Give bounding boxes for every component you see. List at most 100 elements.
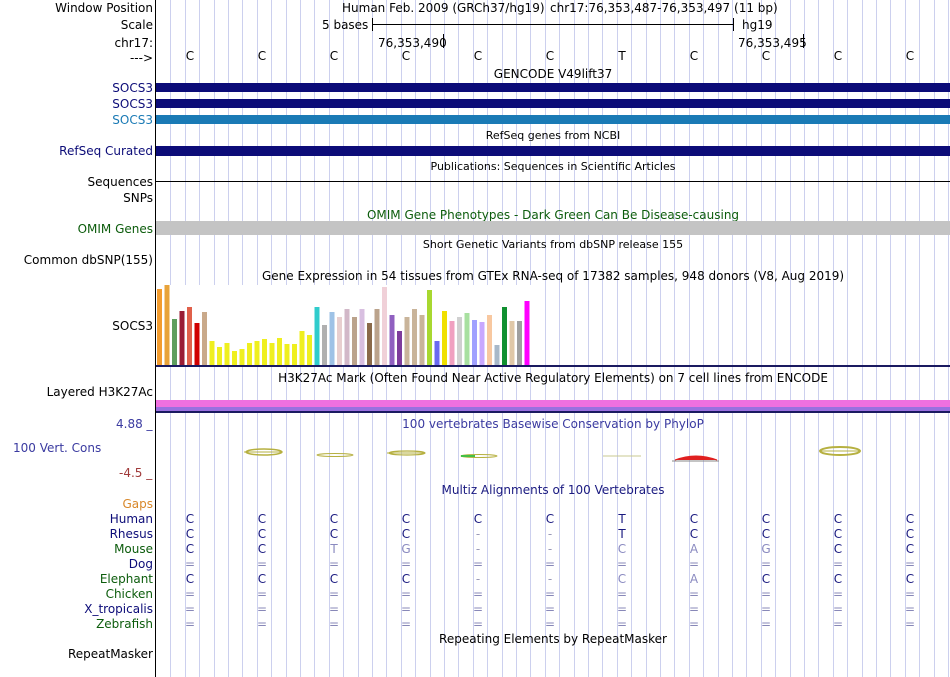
species-label[interactable]: Zebrafish	[96, 617, 153, 631]
gtex-tissue-bar[interactable]	[269, 343, 275, 365]
gtex-tissue-bar[interactable]	[232, 351, 237, 365]
gtex-tissue-bar[interactable]	[329, 312, 335, 365]
phylop-title[interactable]: 100 vertebrates Basewise Conservation by…	[402, 417, 704, 431]
species-label[interactable]: Mouse	[114, 542, 153, 556]
gtex-tissue-bar[interactable]	[389, 315, 395, 365]
alignment-base: C	[185, 542, 195, 556]
omim-title[interactable]: OMIM Gene Phenotypes - Dark Green Can Be…	[366, 208, 740, 222]
alignment-base: C	[185, 512, 195, 526]
gencode-label[interactable]: SOCS3	[112, 97, 153, 111]
gtex-tissue-bar[interactable]	[164, 285, 170, 365]
gtex-tissue-bar[interactable]	[187, 307, 192, 365]
species-label[interactable]: Rhesus	[109, 527, 153, 541]
omim-gene-bar[interactable]	[156, 221, 950, 235]
gtex-tissue-bar[interactable]	[277, 338, 282, 365]
dbsnp-label[interactable]: Common dbSNP(155)	[23, 253, 153, 267]
gtex-tissue-bar[interactable]	[464, 313, 470, 365]
gtex-tissue-bar[interactable]	[262, 339, 267, 365]
repeatmasker-title[interactable]: Repeating Elements by RepeatMasker	[439, 632, 667, 646]
gtex-tissue-bar[interactable]	[517, 321, 522, 365]
grid-line	[948, 0, 949, 677]
gtex-tissue-bar[interactable]	[367, 323, 372, 365]
gtex-tissue-bar[interactable]	[202, 312, 207, 365]
gtex-tissue-bar[interactable]	[427, 290, 432, 365]
species-label[interactable]: X_tropicalis	[84, 602, 153, 616]
gtex-tissue-bar[interactable]	[494, 345, 500, 365]
gtex-tissue-bar[interactable]	[209, 341, 215, 365]
gencode-gene-bar[interactable]	[156, 115, 950, 124]
gtex-tissue-bar[interactable]	[299, 331, 305, 365]
gtex-tissue-bar[interactable]	[524, 301, 530, 365]
refseq-label[interactable]: RefSeq Curated	[59, 144, 153, 158]
refseq-gene-bar[interactable]	[156, 146, 950, 156]
gtex-tissue-bar[interactable]	[352, 317, 357, 365]
gencode-label[interactable]: SOCS3	[112, 113, 153, 127]
species-label[interactable]: Dog	[128, 557, 153, 571]
h3k27ac-label[interactable]: Layered H3K27Ac	[46, 385, 153, 399]
gtex-tissue-bar[interactable]	[157, 289, 162, 365]
strand-arrow-label[interactable]: --->	[129, 51, 153, 65]
gtex-tissue-bar[interactable]	[194, 323, 200, 365]
species-label[interactable]: Elephant	[99, 572, 153, 586]
phylop-wiggle[interactable]	[156, 440, 950, 466]
gtex-tissue-bar[interactable]	[382, 287, 387, 365]
gtex-tissue-bar[interactable]	[449, 321, 455, 365]
gtex-label[interactable]: SOCS3	[112, 319, 153, 333]
gtex-tissue-bar[interactable]	[172, 319, 177, 365]
gtex-tissue-bar[interactable]	[239, 349, 245, 365]
gtex-tissue-bar[interactable]	[442, 311, 447, 365]
gencode-title[interactable]: GENCODE V49lift37	[493, 67, 613, 81]
gtex-tissue-bar[interactable]	[344, 309, 350, 365]
gtex-tissue-bar[interactable]	[404, 317, 410, 365]
chrom-label[interactable]: chr17:	[114, 36, 153, 50]
gtex-tissue-bar[interactable]	[397, 331, 402, 365]
gtex-tissue-bar[interactable]	[337, 317, 342, 365]
gtex-tissue-bar[interactable]	[419, 315, 425, 365]
gtex-tissue-bar[interactable]	[179, 311, 185, 365]
alignment-base: C	[761, 572, 771, 586]
scale-label[interactable]: Scale	[120, 18, 153, 32]
gencode-label[interactable]: SOCS3	[112, 81, 153, 95]
gtex-tissue-bar[interactable]	[254, 341, 260, 365]
gtex-tissue-bar[interactable]	[359, 309, 365, 365]
gtex-tissue-bar[interactable]	[284, 344, 290, 365]
publications-label[interactable]: Sequences	[87, 175, 153, 189]
omim-label[interactable]: OMIM Genes	[77, 222, 153, 236]
gtex-chart[interactable]	[156, 283, 536, 367]
gtex-tissue-bar[interactable]	[374, 309, 380, 365]
gtex-tissue-bar[interactable]	[322, 325, 327, 365]
window-position-label[interactable]: Window Position	[55, 1, 153, 15]
gtex-tissue-bar[interactable]	[224, 343, 230, 365]
gencode-gene-bar[interactable]	[156, 99, 950, 108]
gtex-tissue-bar[interactable]	[217, 347, 222, 365]
gtex-tissue-bar[interactable]	[307, 335, 312, 365]
species-label[interactable]: Human	[109, 512, 153, 526]
dbsnp-title[interactable]: Short Genetic Variants from dbSNP releas…	[422, 238, 684, 251]
h3k27ac-signal-pink[interactable]	[156, 400, 950, 407]
publications-title[interactable]: Publications: Sequences in Scientific Ar…	[430, 160, 676, 173]
gencode-gene-bar[interactable]	[156, 83, 950, 92]
refseq-title[interactable]: RefSeq genes from NCBI	[485, 129, 621, 142]
gtex-tissue-bar[interactable]	[292, 344, 297, 365]
phylop-label[interactable]: 100 Vert. Cons	[13, 441, 102, 455]
gtex-tissue-bar[interactable]	[412, 309, 417, 365]
gtex-tissue-bar[interactable]	[457, 317, 462, 365]
gtex-tissue-bar[interactable]	[502, 307, 507, 365]
alignment-base: C	[329, 512, 339, 526]
h3k27ac-signal-purple[interactable]	[156, 407, 950, 411]
repeatmasker-label[interactable]: RepeatMasker	[67, 647, 153, 661]
alignment-base: =	[472, 602, 484, 616]
gtex-tissue-bar[interactable]	[472, 320, 477, 365]
snps-label[interactable]: SNPs	[123, 191, 153, 205]
gtex-tissue-bar[interactable]	[509, 321, 515, 365]
gaps-label[interactable]: Gaps	[122, 497, 153, 511]
gtex-tissue-bar[interactable]	[247, 343, 252, 365]
gtex-tissue-bar[interactable]	[479, 322, 485, 365]
gtex-tissue-bar[interactable]	[487, 315, 492, 365]
gtex-tissue-bar[interactable]	[314, 307, 320, 365]
multiz-title[interactable]: Multiz Alignments of 100 Vertebrates	[441, 483, 665, 497]
gtex-title[interactable]: Gene Expression in 54 tissues from GTEx …	[261, 269, 845, 283]
species-label[interactable]: Chicken	[105, 587, 153, 601]
gtex-tissue-bar[interactable]	[434, 341, 440, 365]
h3k27ac-title[interactable]: H3K27Ac Mark (Often Found Near Active Re…	[278, 371, 828, 385]
